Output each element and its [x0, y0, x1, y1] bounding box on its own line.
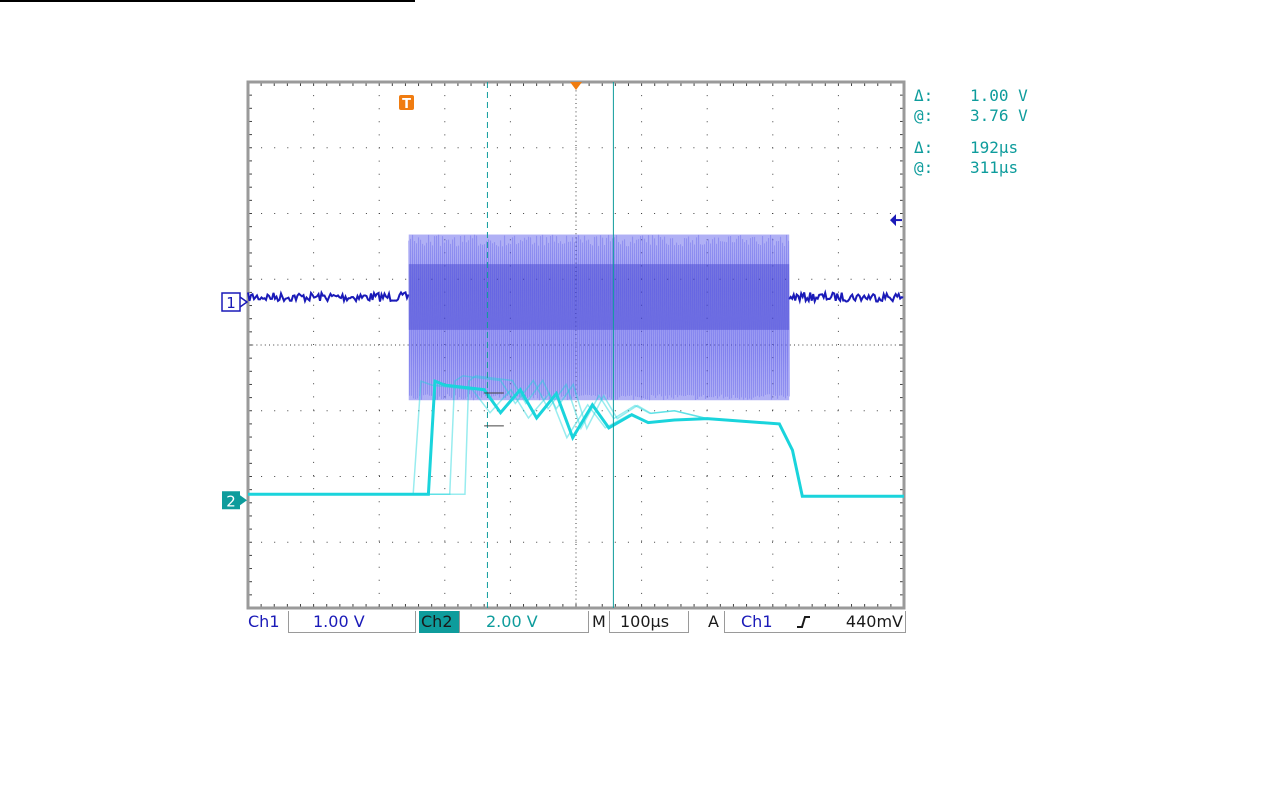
ch2-marker-arrow	[240, 495, 247, 506]
trigger-mode: A	[708, 612, 719, 631]
ch2-trace	[248, 375, 904, 497]
trigger-position-label: T	[402, 97, 411, 112]
rising-edge-icon	[797, 616, 810, 628]
ch1-waveform	[247, 234, 904, 401]
trigger-level-marker	[890, 214, 896, 227]
trigger-position-icon	[399, 95, 414, 110]
ch1-burst-trace	[408, 234, 791, 401]
ch1-baseline-left	[247, 289, 410, 305]
ch2-waveform	[248, 375, 904, 498]
trigger-settings[interactable]: Ch1 440mV	[724, 611, 906, 633]
cursor-readout-time-delta: Δ: 192µs	[914, 138, 1019, 157]
ch1-marker-box	[221, 292, 241, 312]
cursor-readout-voltage-at: @: 3.76 V	[914, 106, 1028, 125]
cursor-readout-voltage-delta: Δ: 1.00 V	[914, 86, 1028, 105]
ch2-scale[interactable]: 2.00 V	[459, 611, 589, 633]
trigger-time-marker	[570, 82, 582, 90]
ch2-trace	[248, 380, 904, 497]
ch1-marker-label: 1	[226, 294, 236, 312]
top-rule-line	[0, 0, 415, 2]
cursor-readout-time-at: @: 311µs	[914, 158, 1019, 177]
trigger-source: Ch1	[741, 612, 773, 631]
ch2-marker-label: 2	[226, 492, 236, 510]
ch1-scale[interactable]: 1.00 V	[288, 611, 416, 633]
ch1-baseline-right	[788, 289, 904, 305]
timebase-label: M	[592, 612, 606, 631]
ch1-label[interactable]: Ch1	[248, 612, 280, 631]
ch2-marker-box	[222, 491, 240, 510]
cursor-lines[interactable]	[484, 82, 614, 608]
timebase-value[interactable]: 100µs	[609, 611, 689, 633]
channel-markers: T 1 2	[221, 82, 902, 510]
ch2-trace	[248, 375, 904, 497]
ch2-trace	[248, 378, 904, 498]
ch1-marker-arrow	[239, 296, 249, 308]
status-bar: Ch1 1.00 V Ch2 2.00 V M 100µs A Ch1 440m…	[248, 611, 906, 635]
ch2-label[interactable]: Ch2	[419, 611, 459, 633]
trigger-level: 440mV	[845, 612, 903, 631]
